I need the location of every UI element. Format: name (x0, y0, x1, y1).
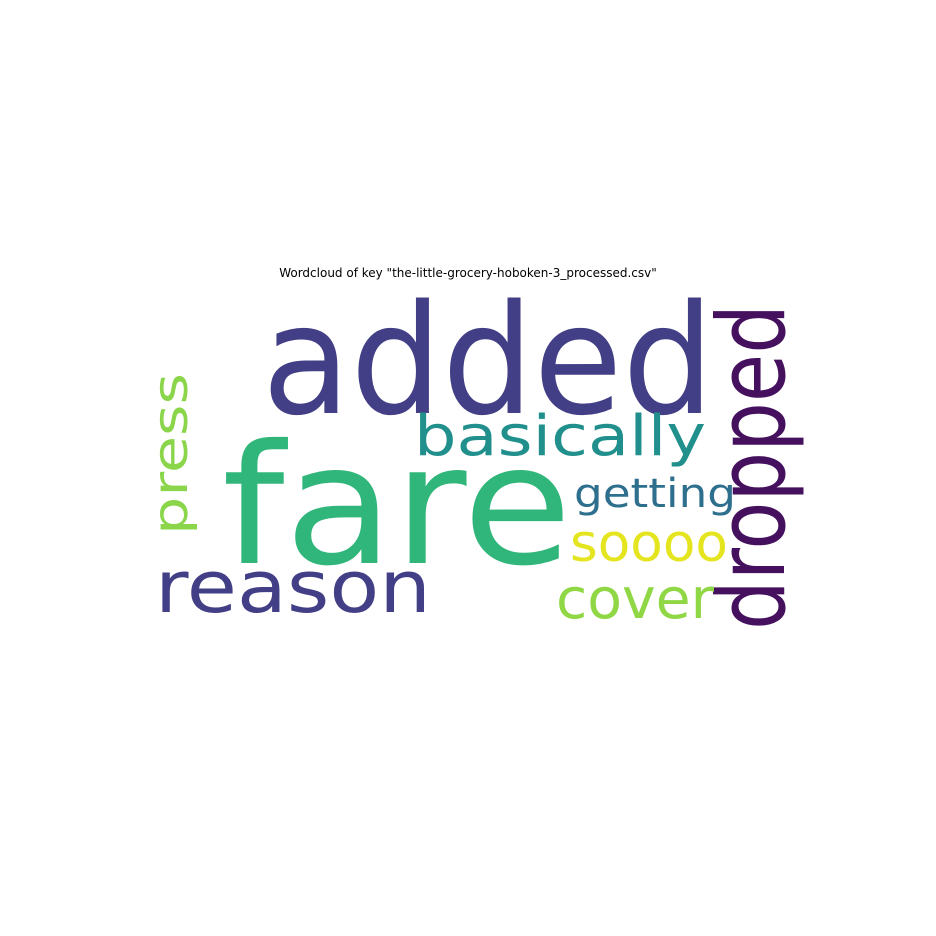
chart-title: Wordcloud of key "the-little-grocery-hob… (279, 266, 657, 280)
word-basically: basically (414, 404, 706, 469)
word-soooo: soooo (570, 514, 728, 574)
word-press: press (143, 373, 199, 535)
word-fare: fare (222, 410, 572, 603)
word-added: added (262, 272, 714, 449)
word-cover: cover (556, 567, 715, 632)
word-getting: getting (574, 471, 736, 517)
word-dropped: dropped (698, 304, 807, 630)
word-reason: reason (155, 545, 431, 629)
